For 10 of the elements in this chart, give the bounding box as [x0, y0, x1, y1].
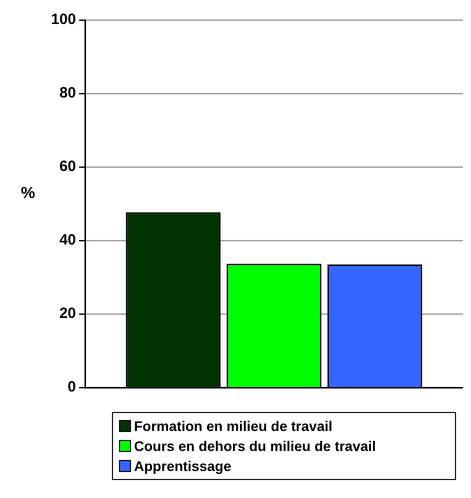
y-tick-label: 60 — [59, 158, 76, 176]
legend-label: Formation en milieu de travail — [134, 418, 332, 434]
legend-label: Apprentissage — [134, 458, 232, 474]
y-tick-label: 0 — [68, 378, 76, 396]
y-axis-title: % — [20, 185, 36, 202]
y-tick-label: 20 — [59, 305, 76, 322]
y-tick-label: 100 — [50, 11, 76, 28]
legend-label: Cours en dehors du milieu de travail — [134, 438, 376, 454]
y-tick-label: 80 — [59, 84, 76, 102]
y-tick-label: 40 — [59, 232, 76, 249]
